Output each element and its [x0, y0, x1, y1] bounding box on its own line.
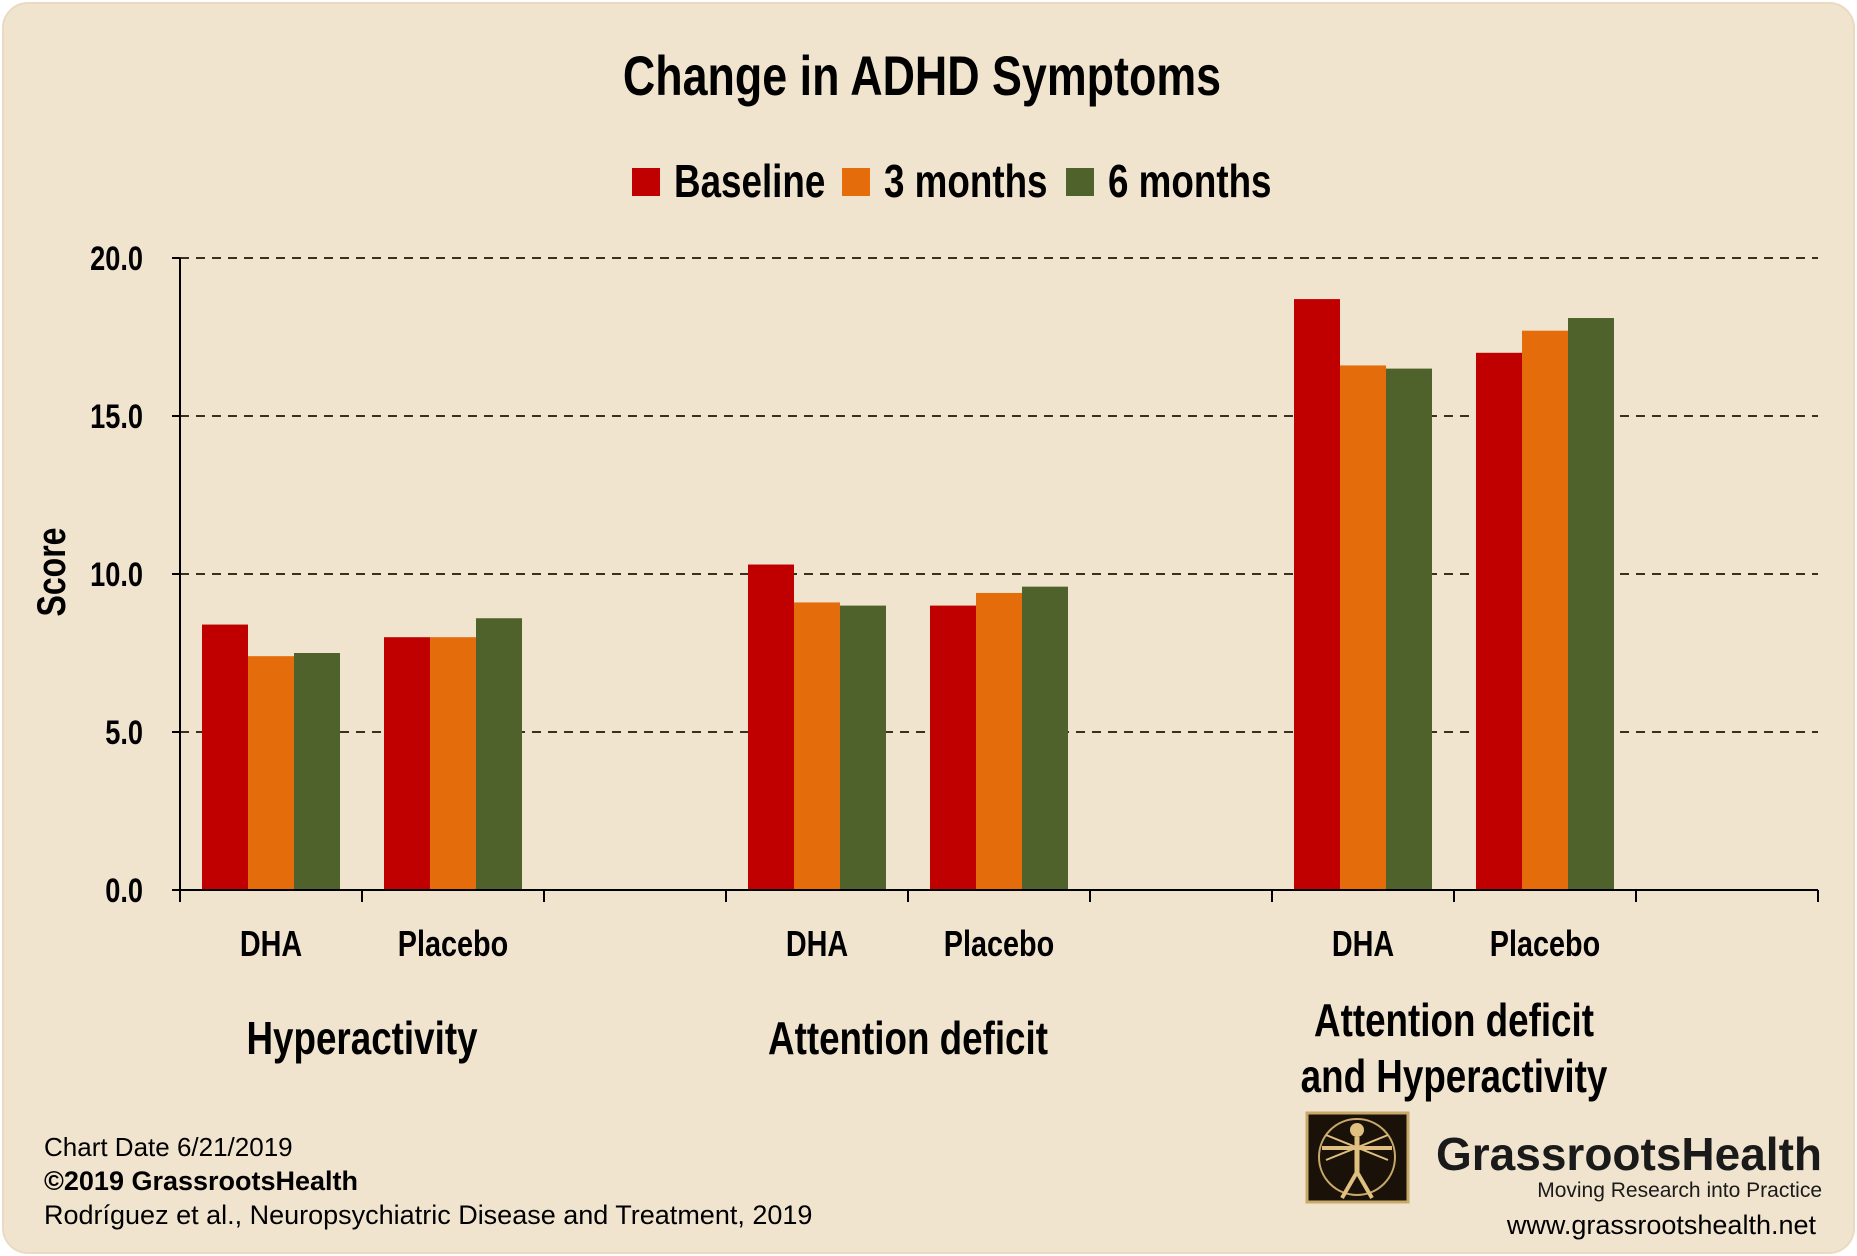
group-label: Hyperactivity — [246, 1012, 477, 1064]
vitruvian-man-icon — [1305, 1111, 1410, 1204]
bar-baseline — [748, 564, 794, 890]
bar-3-months — [976, 592, 1022, 890]
bar-6-months — [294, 653, 340, 890]
chart-date: Chart Date 6/21/2019 — [44, 1132, 293, 1162]
bar-baseline — [1294, 299, 1340, 891]
bar-baseline — [202, 624, 248, 890]
legend-label: 3 months — [884, 155, 1048, 207]
group-label: and Hyperactivity — [1301, 1050, 1608, 1102]
bar-6-months — [1386, 368, 1432, 891]
x-tick-label: DHA — [786, 923, 848, 964]
y-tick-label: 0.0 — [105, 871, 143, 910]
group-label: Attention deficit — [768, 1012, 1048, 1064]
legend: Baseline 3 months 6 months — [632, 155, 1272, 207]
group-labels: Hyperactivity Attention deficit Attention … — [246, 994, 1607, 1102]
bar-6-months — [1022, 586, 1068, 890]
legend-label: 6 months — [1108, 155, 1272, 207]
bars — [202, 299, 1614, 891]
x-tick-label: Placebo — [1490, 923, 1600, 964]
x-tick-label: DHA — [1332, 923, 1394, 964]
bar-baseline — [930, 605, 976, 890]
y-tick-label: 20.0 — [90, 239, 143, 278]
bar-3-months — [1522, 330, 1568, 890]
brand-tagline: Moving Research into Practice — [1537, 1179, 1822, 1202]
x-tick-label: Placebo — [398, 923, 508, 964]
x-tick-label: Placebo — [944, 923, 1054, 964]
x-tick-labels: DHA Placebo DHA Placebo DHA Placebo — [240, 923, 1600, 964]
bar-3-months — [794, 602, 840, 890]
axes — [172, 257, 1819, 902]
group-label: Attention deficit — [1314, 994, 1594, 1046]
bar-3-months — [430, 637, 476, 890]
brand-url: www.grassrootshealth.net — [1506, 1210, 1817, 1240]
bar-3-months — [1340, 365, 1386, 890]
legend-swatch — [632, 168, 660, 196]
legend-swatch — [842, 168, 870, 196]
y-axis-label: Score — [29, 528, 74, 617]
x-tick-label: DHA — [240, 923, 302, 964]
bar-baseline — [1476, 352, 1522, 890]
bar-baseline — [384, 637, 430, 890]
bar-6-months — [476, 618, 522, 890]
bar-6-months — [840, 605, 886, 890]
y-tick-labels: 0.0 5.0 10.0 15.0 20.0 — [90, 239, 143, 910]
legend-label: Baseline — [674, 155, 825, 207]
brand-name: GrassrootsHealth — [1436, 1128, 1822, 1180]
y-tick-label: 5.0 — [105, 713, 143, 752]
bar-6-months — [1568, 318, 1614, 890]
legend-swatch — [1066, 168, 1094, 196]
y-tick-label: 10.0 — [90, 555, 143, 594]
bar-3-months — [248, 656, 294, 890]
y-tick-label: 15.0 — [90, 397, 143, 436]
chart-title: Change in ADHD Symptoms — [623, 44, 1221, 107]
citation: Rodríguez et al., Neuropsychiatric Disea… — [44, 1200, 812, 1230]
copyright: ©2019 GrassrootsHealth — [44, 1166, 358, 1196]
